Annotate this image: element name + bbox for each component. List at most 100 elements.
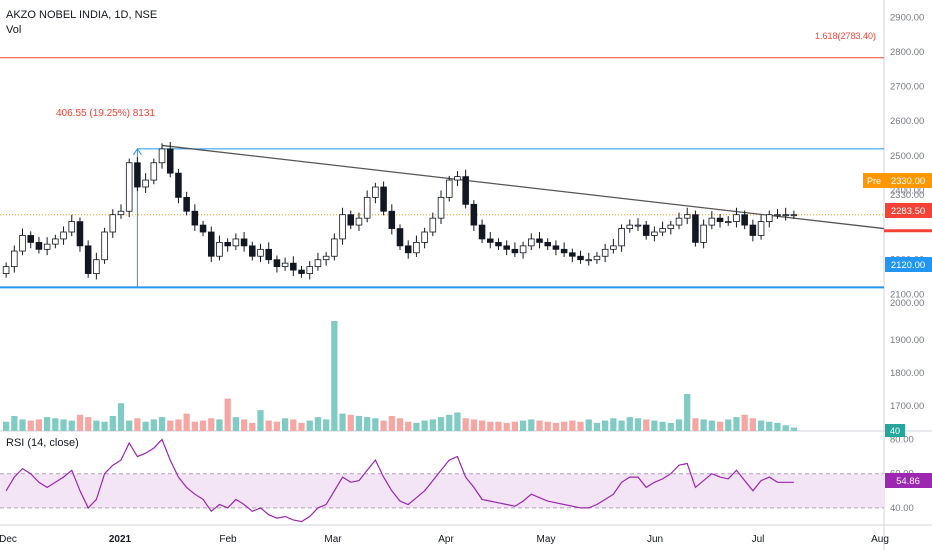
candle-body (774, 214, 781, 217)
volume-bar (643, 419, 650, 431)
symbol-title: AKZO NOBEL INDIA, 1D, NSE (6, 9, 158, 21)
volume-bar (68, 420, 75, 431)
marked-level-badge: 2283.50 (885, 203, 932, 218)
price-axis-label: 2330.00 (890, 190, 924, 201)
candle-body (183, 196, 190, 212)
volume-bar (126, 420, 133, 431)
candle-body (224, 241, 231, 247)
volume-bar (470, 419, 477, 431)
time-axis-label: Jul (752, 534, 765, 545)
support-badge: 2120.00 (885, 257, 932, 272)
volume-bar (757, 420, 765, 431)
time-axis-label: Jun (647, 534, 663, 545)
volume-bar (109, 415, 116, 431)
candle-body (700, 224, 707, 243)
volume-bar (618, 420, 625, 431)
candle-body (19, 235, 26, 252)
volume-bar (142, 421, 149, 431)
volume-bar (85, 417, 92, 431)
candle-body (766, 214, 773, 223)
volume-bar (659, 421, 666, 431)
volume-bar (725, 419, 732, 431)
candle-body (60, 231, 67, 240)
candle-body (790, 214, 798, 217)
volume-bar (790, 427, 798, 431)
volume-bar (437, 417, 445, 431)
measure-arrow-head (132, 148, 142, 156)
volume-bar (602, 420, 609, 431)
candle-body (651, 231, 658, 236)
volume-bar (331, 321, 338, 431)
price-axis-label: 2100.00 (890, 289, 924, 300)
candle-body (257, 248, 264, 257)
price-axis-label: 2500.00 (890, 151, 924, 162)
volume-bar (577, 421, 584, 431)
candle-body (331, 238, 338, 257)
time-axis-label: Aug (871, 534, 889, 545)
volume-bar (175, 419, 182, 431)
volume-bar (561, 421, 568, 431)
volume-bar (495, 421, 502, 431)
volume-bar (117, 403, 125, 431)
volume-bar (519, 420, 527, 431)
candle-body (199, 224, 207, 233)
measure-label: 406.55 (19.25%) 8131 (56, 108, 155, 119)
time-axis-label: 2021 (109, 534, 132, 545)
volume-bar (446, 414, 453, 431)
fib-label: 1.618(2783.40) (815, 31, 876, 41)
candle-body (216, 241, 223, 257)
rsi-legend: RSI (14, close) (6, 437, 79, 449)
volume-bar (388, 415, 395, 431)
candle-body (76, 221, 84, 247)
rsi-line (5, 438, 794, 523)
candle-body (675, 217, 683, 226)
candle-body (101, 231, 108, 261)
candle-body (511, 248, 519, 254)
rsi-axis-label: 80.00 (890, 435, 914, 446)
rsi-axis-label: 40.00 (890, 503, 914, 514)
candle-body (355, 217, 363, 226)
volume-bar (2, 421, 10, 431)
candle-body (610, 245, 617, 250)
volume-bar (364, 417, 371, 431)
candle-body (166, 148, 174, 174)
time-axis-label: Apr (438, 534, 454, 545)
volume-bar (339, 413, 346, 431)
volume-bar (240, 419, 248, 431)
volume-bar (19, 419, 26, 431)
price-axis-label: 1900.00 (890, 335, 924, 346)
svg-text:54.86: 54.86 (896, 476, 920, 487)
time-axis-label: Dec (0, 534, 17, 545)
svg-text:40: 40 (890, 426, 900, 436)
candle-body (43, 243, 51, 250)
candle-body (265, 248, 272, 261)
volume-bar (684, 393, 691, 431)
candle-body (544, 241, 551, 247)
time-axis-label: Mar (324, 534, 342, 545)
candle-body (757, 221, 765, 236)
candle-body (413, 241, 420, 254)
candle-body (667, 224, 675, 229)
volume-bar (27, 420, 34, 431)
candle-body (396, 228, 404, 247)
candle-body (134, 162, 141, 188)
candle-body (593, 255, 601, 261)
price-axis-label: 1800.00 (890, 368, 924, 379)
volume-bar (667, 422, 674, 431)
candle-body (388, 210, 396, 229)
candle-body (363, 196, 371, 219)
volume-legend: Vol (6, 24, 22, 36)
time-axis-label: Feb (219, 534, 237, 545)
candle-body (486, 238, 494, 243)
candle-body (298, 269, 305, 274)
pre-market-badge: Pre 2330.00 (863, 173, 932, 188)
volume-bar (257, 410, 264, 431)
volume-bar (528, 419, 535, 431)
volume-bar (306, 420, 313, 431)
volume-bar (585, 419, 592, 431)
price-axis-label: 2700.00 (890, 82, 924, 93)
candle-body (642, 224, 650, 236)
candle-body (306, 266, 314, 274)
candle-body (2, 266, 10, 274)
